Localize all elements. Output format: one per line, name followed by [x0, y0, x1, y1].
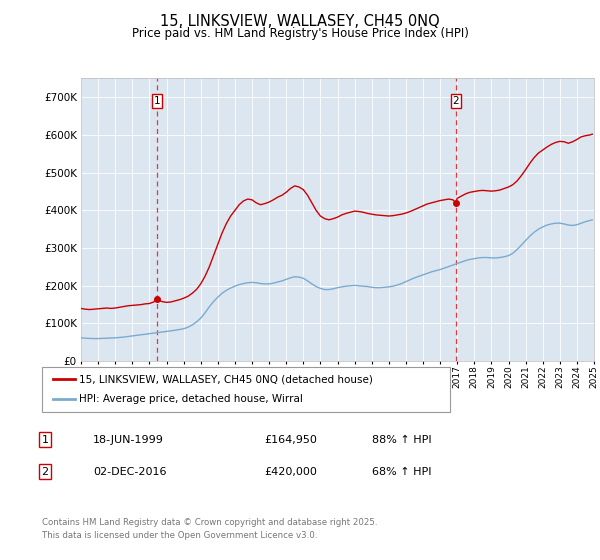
- Text: Price paid vs. HM Land Registry's House Price Index (HPI): Price paid vs. HM Land Registry's House …: [131, 27, 469, 40]
- Text: 15, LINKSVIEW, WALLASEY, CH45 0NQ (detached house): 15, LINKSVIEW, WALLASEY, CH45 0NQ (detac…: [79, 374, 373, 384]
- Text: 18-JUN-1999: 18-JUN-1999: [93, 435, 164, 445]
- Text: 88% ↑ HPI: 88% ↑ HPI: [372, 435, 431, 445]
- Text: 1: 1: [41, 435, 49, 445]
- Text: 68% ↑ HPI: 68% ↑ HPI: [372, 466, 431, 477]
- Text: 02-DEC-2016: 02-DEC-2016: [93, 466, 167, 477]
- Text: 2: 2: [452, 96, 459, 106]
- Text: £420,000: £420,000: [264, 466, 317, 477]
- Text: 1: 1: [154, 96, 161, 106]
- Text: 2: 2: [41, 466, 49, 477]
- Text: 15, LINKSVIEW, WALLASEY, CH45 0NQ: 15, LINKSVIEW, WALLASEY, CH45 0NQ: [160, 14, 440, 29]
- Text: Contains HM Land Registry data © Crown copyright and database right 2025.
This d: Contains HM Land Registry data © Crown c…: [42, 519, 377, 540]
- Text: HPI: Average price, detached house, Wirral: HPI: Average price, detached house, Wirr…: [79, 394, 303, 404]
- Text: £164,950: £164,950: [264, 435, 317, 445]
